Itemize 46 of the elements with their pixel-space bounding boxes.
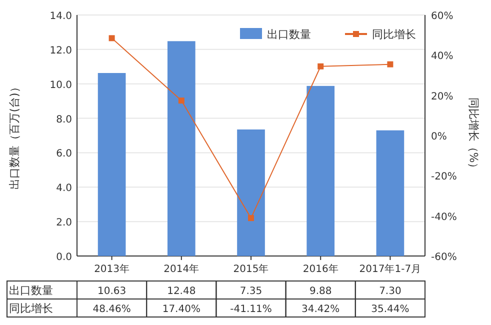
y2-tick-label: 0% bbox=[431, 132, 447, 142]
bar bbox=[98, 73, 126, 256]
legend-label: 出口数量 bbox=[267, 28, 311, 41]
x-tick-label: 2013年 bbox=[94, 263, 130, 275]
y-tick-label: 12.0 bbox=[50, 45, 72, 56]
data-label: 35.44% bbox=[371, 304, 410, 315]
y-axis-title: 出口数量（百万(台)） bbox=[8, 82, 21, 190]
bar bbox=[376, 130, 404, 256]
y-tick-label: 2.0 bbox=[56, 218, 72, 229]
data-label: 7.30 bbox=[379, 286, 402, 297]
y2-axis-title: 同比增长（%） bbox=[467, 97, 480, 174]
y2-tick-label: -60% bbox=[431, 252, 457, 263]
x-tick-label: 2017年1-7月 bbox=[359, 263, 422, 275]
y2-tick-label: 60% bbox=[431, 11, 454, 22]
data-label: 10.63 bbox=[97, 286, 126, 297]
data-label: 48.46% bbox=[92, 304, 131, 315]
point bbox=[248, 215, 254, 222]
y-tick-label: 10.0 bbox=[50, 80, 72, 91]
text: 同比增长 bbox=[9, 302, 53, 315]
y2-tick-label: -40% bbox=[431, 212, 457, 223]
y2-tick-label: -20% bbox=[431, 172, 457, 183]
y-tick-label: 6.0 bbox=[56, 148, 72, 160]
data-label: 17.40% bbox=[162, 304, 200, 315]
point bbox=[318, 63, 324, 70]
data-label: 7.35 bbox=[240, 286, 262, 297]
bar bbox=[237, 129, 265, 256]
data-label: 34.42% bbox=[302, 304, 340, 315]
text: 出口数量 bbox=[9, 284, 53, 297]
data-label: -41.11% bbox=[230, 304, 272, 315]
y-tick-label: 0.0 bbox=[56, 252, 72, 263]
x-tick-label: 2016年 bbox=[302, 263, 338, 275]
x-tick-label: 2015年 bbox=[233, 263, 269, 275]
data-label: 12.48 bbox=[167, 286, 196, 297]
y2-tick-label: 20% bbox=[431, 91, 454, 102]
y-tick-label: 14.0 bbox=[50, 11, 72, 22]
legend-label: 同比增长 bbox=[372, 28, 416, 41]
y2-tick-label: 40% bbox=[431, 51, 454, 62]
x-tick-label: 2014年 bbox=[164, 263, 200, 275]
bar bbox=[306, 86, 335, 256]
y-tick-label: 8.0 bbox=[56, 114, 72, 126]
point bbox=[178, 98, 184, 104]
y-tick-label: 4.0 bbox=[56, 183, 72, 194]
data-label: 9.88 bbox=[309, 286, 332, 297]
point bbox=[108, 35, 115, 42]
bar bbox=[167, 41, 196, 256]
point bbox=[387, 61, 394, 68]
